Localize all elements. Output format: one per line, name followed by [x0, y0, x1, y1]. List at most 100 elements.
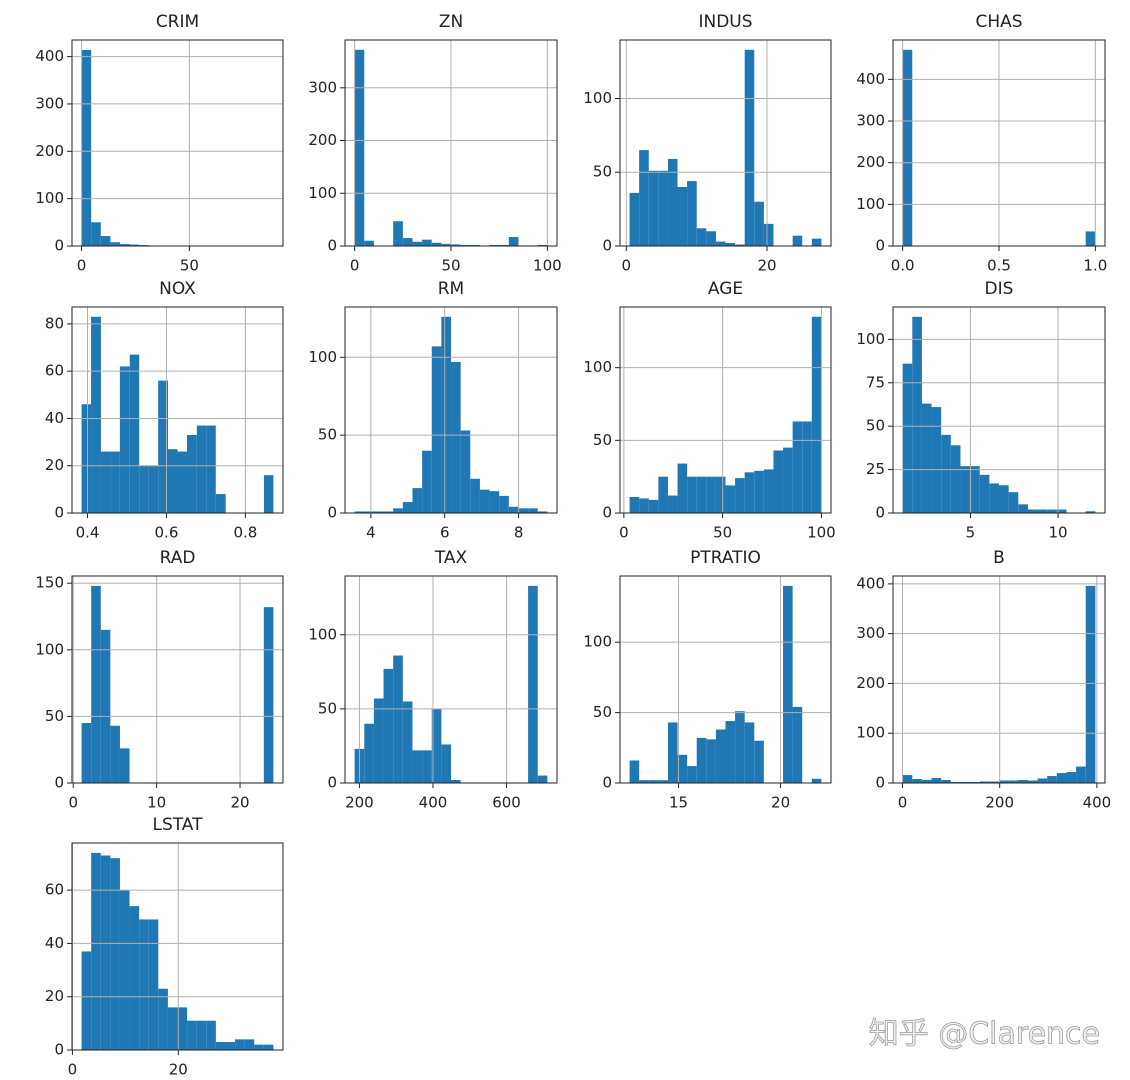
bar	[148, 465, 159, 513]
bar	[508, 506, 519, 513]
bar	[1085, 511, 1096, 513]
bar	[129, 354, 140, 513]
x-tick-label: 0	[68, 1061, 78, 1079]
bar	[100, 629, 111, 783]
bar	[158, 988, 168, 1050]
y-tick-label: 80	[45, 314, 64, 332]
bar	[1056, 773, 1067, 783]
bar	[763, 469, 774, 513]
bar	[648, 499, 659, 513]
bar	[715, 241, 726, 246]
bar	[263, 1044, 274, 1050]
bar	[687, 766, 697, 783]
bar	[119, 890, 130, 1050]
bar	[921, 403, 932, 513]
bar	[254, 1044, 264, 1050]
bar	[393, 221, 403, 246]
bar	[735, 478, 745, 513]
x-tick-label: 0.0	[891, 257, 915, 275]
bar	[639, 150, 649, 246]
y-tick-label: 50	[866, 417, 885, 435]
y-tick-label: 0	[602, 774, 612, 792]
chart-title: DIS	[985, 279, 1014, 299]
y-tick-label: 50	[593, 431, 612, 449]
bar	[648, 780, 659, 783]
chart-title: NOX	[159, 279, 196, 299]
bar	[979, 474, 990, 513]
y-tick-label: 60	[45, 362, 64, 380]
y-tick-label: 400	[856, 574, 885, 592]
x-tick-label: 100	[807, 524, 836, 542]
bar	[687, 476, 697, 513]
bar	[263, 475, 274, 513]
x-tick-label: 400	[419, 794, 448, 812]
bar	[667, 722, 678, 783]
bar	[950, 445, 961, 513]
bar	[1085, 231, 1096, 246]
bar	[1066, 772, 1077, 783]
x-tick-label: 50	[713, 524, 732, 542]
bar	[91, 852, 101, 1050]
bar	[470, 478, 480, 513]
y-tick-label: 100	[583, 633, 612, 651]
y-tick-label: 50	[318, 426, 337, 444]
y-tick-label: 100	[856, 330, 885, 348]
bar	[393, 655, 403, 783]
bar	[441, 243, 451, 246]
y-tick-label: 0	[875, 774, 885, 792]
y-tick-label: 50	[318, 699, 337, 717]
x-tick-label: 200	[345, 794, 374, 812]
chart-title: RM	[438, 279, 464, 299]
y-tick-label: 300	[35, 94, 64, 112]
bar	[402, 502, 413, 513]
y-tick-label: 100	[35, 640, 64, 658]
bar	[1037, 509, 1048, 513]
bar	[499, 244, 509, 246]
bar	[1047, 509, 1057, 513]
bar	[81, 49, 92, 247]
bar	[696, 737, 707, 783]
bar	[783, 585, 793, 783]
bar	[81, 723, 92, 783]
bar	[91, 585, 101, 783]
bar	[119, 366, 130, 513]
x-tick-label: 20	[169, 1061, 188, 1079]
bar	[989, 483, 999, 513]
bar	[177, 451, 187, 513]
bar	[451, 244, 461, 246]
bar	[811, 316, 822, 513]
y-tick-label: 0	[327, 504, 337, 522]
chart-title: RAD	[160, 548, 196, 568]
bar	[354, 511, 365, 513]
bar	[393, 508, 403, 513]
bar	[81, 951, 92, 1050]
bar	[811, 238, 822, 246]
bar	[177, 1007, 188, 1050]
bar	[186, 434, 197, 513]
y-tick-label: 0	[54, 774, 64, 792]
bar	[139, 465, 149, 513]
chart-title: B	[993, 548, 1005, 568]
bar	[783, 447, 793, 513]
x-tick-label: 15	[669, 794, 688, 812]
y-tick-label: 300	[856, 112, 885, 130]
x-tick-label: 0.8	[233, 524, 257, 542]
x-tick-label: 50	[180, 257, 199, 275]
bar	[537, 775, 548, 783]
axes-frame	[619, 306, 832, 514]
y-tick-label: 0	[602, 504, 612, 522]
bar	[470, 244, 480, 246]
bar	[244, 1039, 255, 1050]
bar	[773, 450, 784, 513]
bar	[139, 919, 149, 1050]
bar	[970, 466, 980, 513]
bar	[754, 470, 764, 513]
bar	[706, 739, 716, 783]
axes-frame	[892, 306, 1106, 514]
bar	[687, 181, 697, 246]
bar	[100, 451, 111, 513]
y-tick-label: 50	[593, 703, 612, 721]
bar	[629, 192, 640, 246]
bar	[206, 1020, 216, 1050]
